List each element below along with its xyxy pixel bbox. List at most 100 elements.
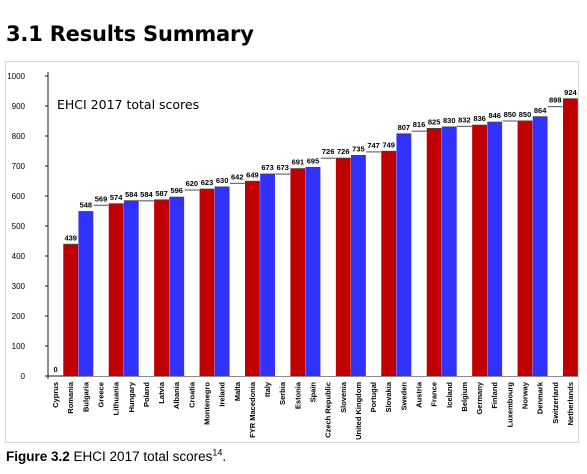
- data-label: 691: [292, 158, 305, 167]
- data-label: 569: [95, 194, 108, 203]
- x-tick-label: Estonia: [293, 381, 302, 409]
- x-tick-label: Hungary: [127, 381, 136, 412]
- x-axis-labels: Cyprus Romania Bulgaria Greece Lithuania Hung…: [51, 381, 575, 440]
- bar-chart: EHCI 2017 total scores 0 100 200 300 400 500 6…: [7, 72, 578, 440]
- data-label: 807: [398, 123, 411, 132]
- bar: [381, 151, 397, 376]
- x-tick-label: Slovenia: [339, 381, 348, 413]
- y-tick-label: 1000: [7, 72, 25, 81]
- data-label: 623: [201, 178, 214, 187]
- caption-label: Figure 3.2: [6, 449, 70, 464]
- x-tick-label: Spain: [309, 382, 318, 403]
- data-label: 830: [443, 116, 456, 125]
- data-label: 726: [322, 147, 335, 156]
- x-tick-label: Portugal: [369, 382, 378, 412]
- bar: [472, 125, 487, 376]
- section-heading: 3.1 Results Summary: [6, 22, 254, 46]
- y-tick-label: 400: [12, 252, 26, 261]
- x-tick-label: France: [430, 382, 439, 407]
- x-tick-label: Cyprus: [51, 382, 60, 408]
- data-label: 574: [110, 193, 123, 202]
- data-label: 898: [549, 96, 562, 105]
- data-label: 0: [53, 365, 57, 374]
- x-tick-label: Bulgaria: [81, 381, 90, 412]
- x-tick-label: Germany: [475, 381, 484, 414]
- data-label: 620: [186, 179, 199, 188]
- caption-text: EHCI 2017 total scores: [73, 449, 213, 464]
- x-tick-label: Albania: [172, 381, 181, 409]
- x-tick-label: Finland: [490, 382, 499, 409]
- x-tick-label: Malta: [233, 381, 242, 401]
- bar: [305, 167, 321, 376]
- bar: [517, 121, 533, 376]
- data-label: 630: [216, 176, 229, 185]
- bar: [335, 158, 351, 376]
- bar: [154, 199, 169, 376]
- y-tick-label: 200: [12, 312, 26, 321]
- bar: [411, 131, 427, 376]
- data-label: 850: [519, 110, 532, 119]
- data-label: 673: [261, 163, 274, 172]
- data-label: 596: [170, 186, 183, 195]
- x-tick-label: Ireland: [218, 382, 227, 407]
- data-label: 749: [382, 140, 395, 149]
- caption-end: .: [222, 449, 227, 464]
- bar: [426, 128, 442, 376]
- bar: [245, 181, 260, 376]
- data-label: 832: [458, 115, 471, 124]
- data-label: 924: [564, 88, 577, 97]
- x-tick-label: United Kingdom: [354, 382, 363, 440]
- y-tick-label: 600: [12, 192, 26, 201]
- caption-footnote: 14: [212, 447, 223, 458]
- bar: [63, 244, 79, 376]
- data-label: 816: [413, 120, 426, 129]
- x-tick-label: Italy: [263, 381, 272, 397]
- data-label: 846: [488, 111, 501, 120]
- data-label: 584: [140, 190, 153, 199]
- bar: [563, 98, 578, 377]
- data-label: 747: [367, 141, 380, 150]
- x-tick-label: Sweden: [399, 382, 408, 411]
- data-label: 695: [307, 157, 320, 166]
- y-tick-label: 700: [12, 162, 26, 171]
- y-tick-label: 900: [12, 102, 26, 111]
- chart-title: EHCI 2017 total scores: [57, 97, 199, 112]
- data-label: 864: [534, 106, 547, 115]
- data-label: 548: [80, 201, 93, 210]
- data-label: 439: [64, 233, 77, 242]
- x-tick-label: Austria: [415, 381, 424, 408]
- data-label: 642: [231, 172, 244, 181]
- bar: [457, 126, 472, 377]
- x-tick-label: FYR Macedonia: [248, 381, 257, 438]
- bar: [93, 205, 109, 376]
- x-tick-label: Slovakia: [384, 381, 393, 412]
- data-label: 587: [155, 189, 168, 198]
- bar: [123, 200, 139, 376]
- bar: [290, 168, 306, 376]
- bar: [275, 174, 291, 376]
- bar: [502, 121, 518, 376]
- x-tick-label: Croatia: [187, 381, 196, 408]
- x-tick-label: Belgium: [460, 382, 469, 412]
- x-tick-label: Netherlands: [566, 382, 575, 425]
- bar: [108, 203, 124, 376]
- data-label: 836: [473, 114, 486, 123]
- bar: [532, 116, 548, 377]
- x-tick-label: Norway: [521, 381, 530, 409]
- bar: [214, 187, 230, 376]
- data-label: 584: [125, 190, 138, 199]
- x-tick-label: Latvia: [157, 381, 166, 404]
- bar: [351, 155, 366, 376]
- x-tick-label: Denmark: [536, 381, 545, 414]
- bar: [320, 158, 336, 376]
- x-tick-label: Montenegro: [203, 382, 212, 425]
- y-tick-label: 500: [12, 222, 26, 231]
- x-tick-label: Czech Republic: [324, 382, 333, 438]
- y-tick-label: 100: [12, 342, 26, 351]
- bar: [184, 190, 200, 376]
- x-tick-label: Romania: [66, 381, 75, 414]
- y-tick-label: 800: [12, 132, 26, 141]
- bar: [169, 197, 185, 376]
- x-tick-label: Luxembourg: [505, 382, 514, 428]
